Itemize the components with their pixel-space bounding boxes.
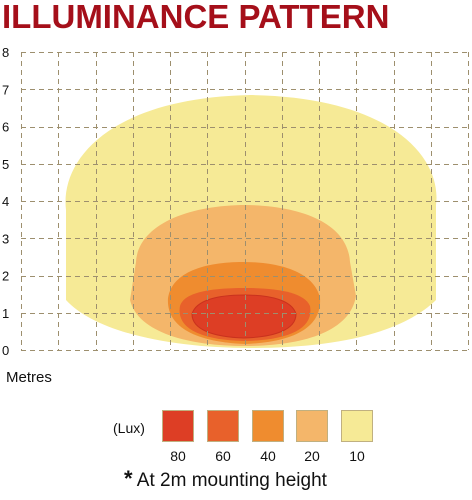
legend-label-80: 80	[170, 448, 186, 464]
legend-swatch-20	[296, 410, 328, 442]
legend-title: (Lux)	[113, 420, 145, 436]
mounting-note: * At 2m mounting height	[124, 466, 327, 492]
legend-item-10: 10	[341, 410, 375, 464]
note-text: At 2m mounting height	[136, 470, 327, 491]
legend-item-20: 20	[296, 410, 330, 464]
y-axis-label: Metres	[6, 369, 52, 386]
y-tick-label: 2	[2, 269, 9, 284]
illuminance-chart: 0 1 2 3 4 5 6 7 8	[2, 45, 469, 358]
y-tick-label: 7	[2, 82, 9, 97]
y-tick-label: 4	[2, 194, 9, 209]
zone-80-lux	[191, 294, 297, 339]
legend-swatch-10	[341, 410, 373, 442]
legend-item-80: 80	[162, 410, 196, 464]
y-axis-ticks: 0 1 2 3 4 5 6 7 8	[2, 45, 9, 358]
note-asterisk: *	[124, 466, 133, 491]
y-tick-label: 1	[2, 306, 9, 321]
legend-item-60: 60	[207, 410, 241, 464]
y-tick-label: 6	[2, 120, 9, 135]
y-tick-label: 5	[2, 157, 9, 172]
legend-label-40: 40	[260, 448, 276, 464]
legend-swatch-60	[207, 410, 239, 442]
legend-swatch-40	[252, 410, 284, 442]
legend-label-60: 60	[215, 448, 231, 464]
legend-swatch-80	[162, 410, 194, 442]
chart-title: ILLUMINANCE PATTERN	[2, 0, 390, 35]
y-tick-label: 8	[2, 45, 9, 60]
chart-grid	[21, 52, 469, 351]
y-tick-label: 0	[2, 343, 9, 358]
illuminance-zones	[65, 95, 437, 348]
legend-label-10: 10	[349, 448, 365, 464]
legend-label-20: 20	[304, 448, 320, 464]
y-tick-label: 3	[2, 231, 9, 246]
legend-item-40: 40	[252, 410, 286, 464]
